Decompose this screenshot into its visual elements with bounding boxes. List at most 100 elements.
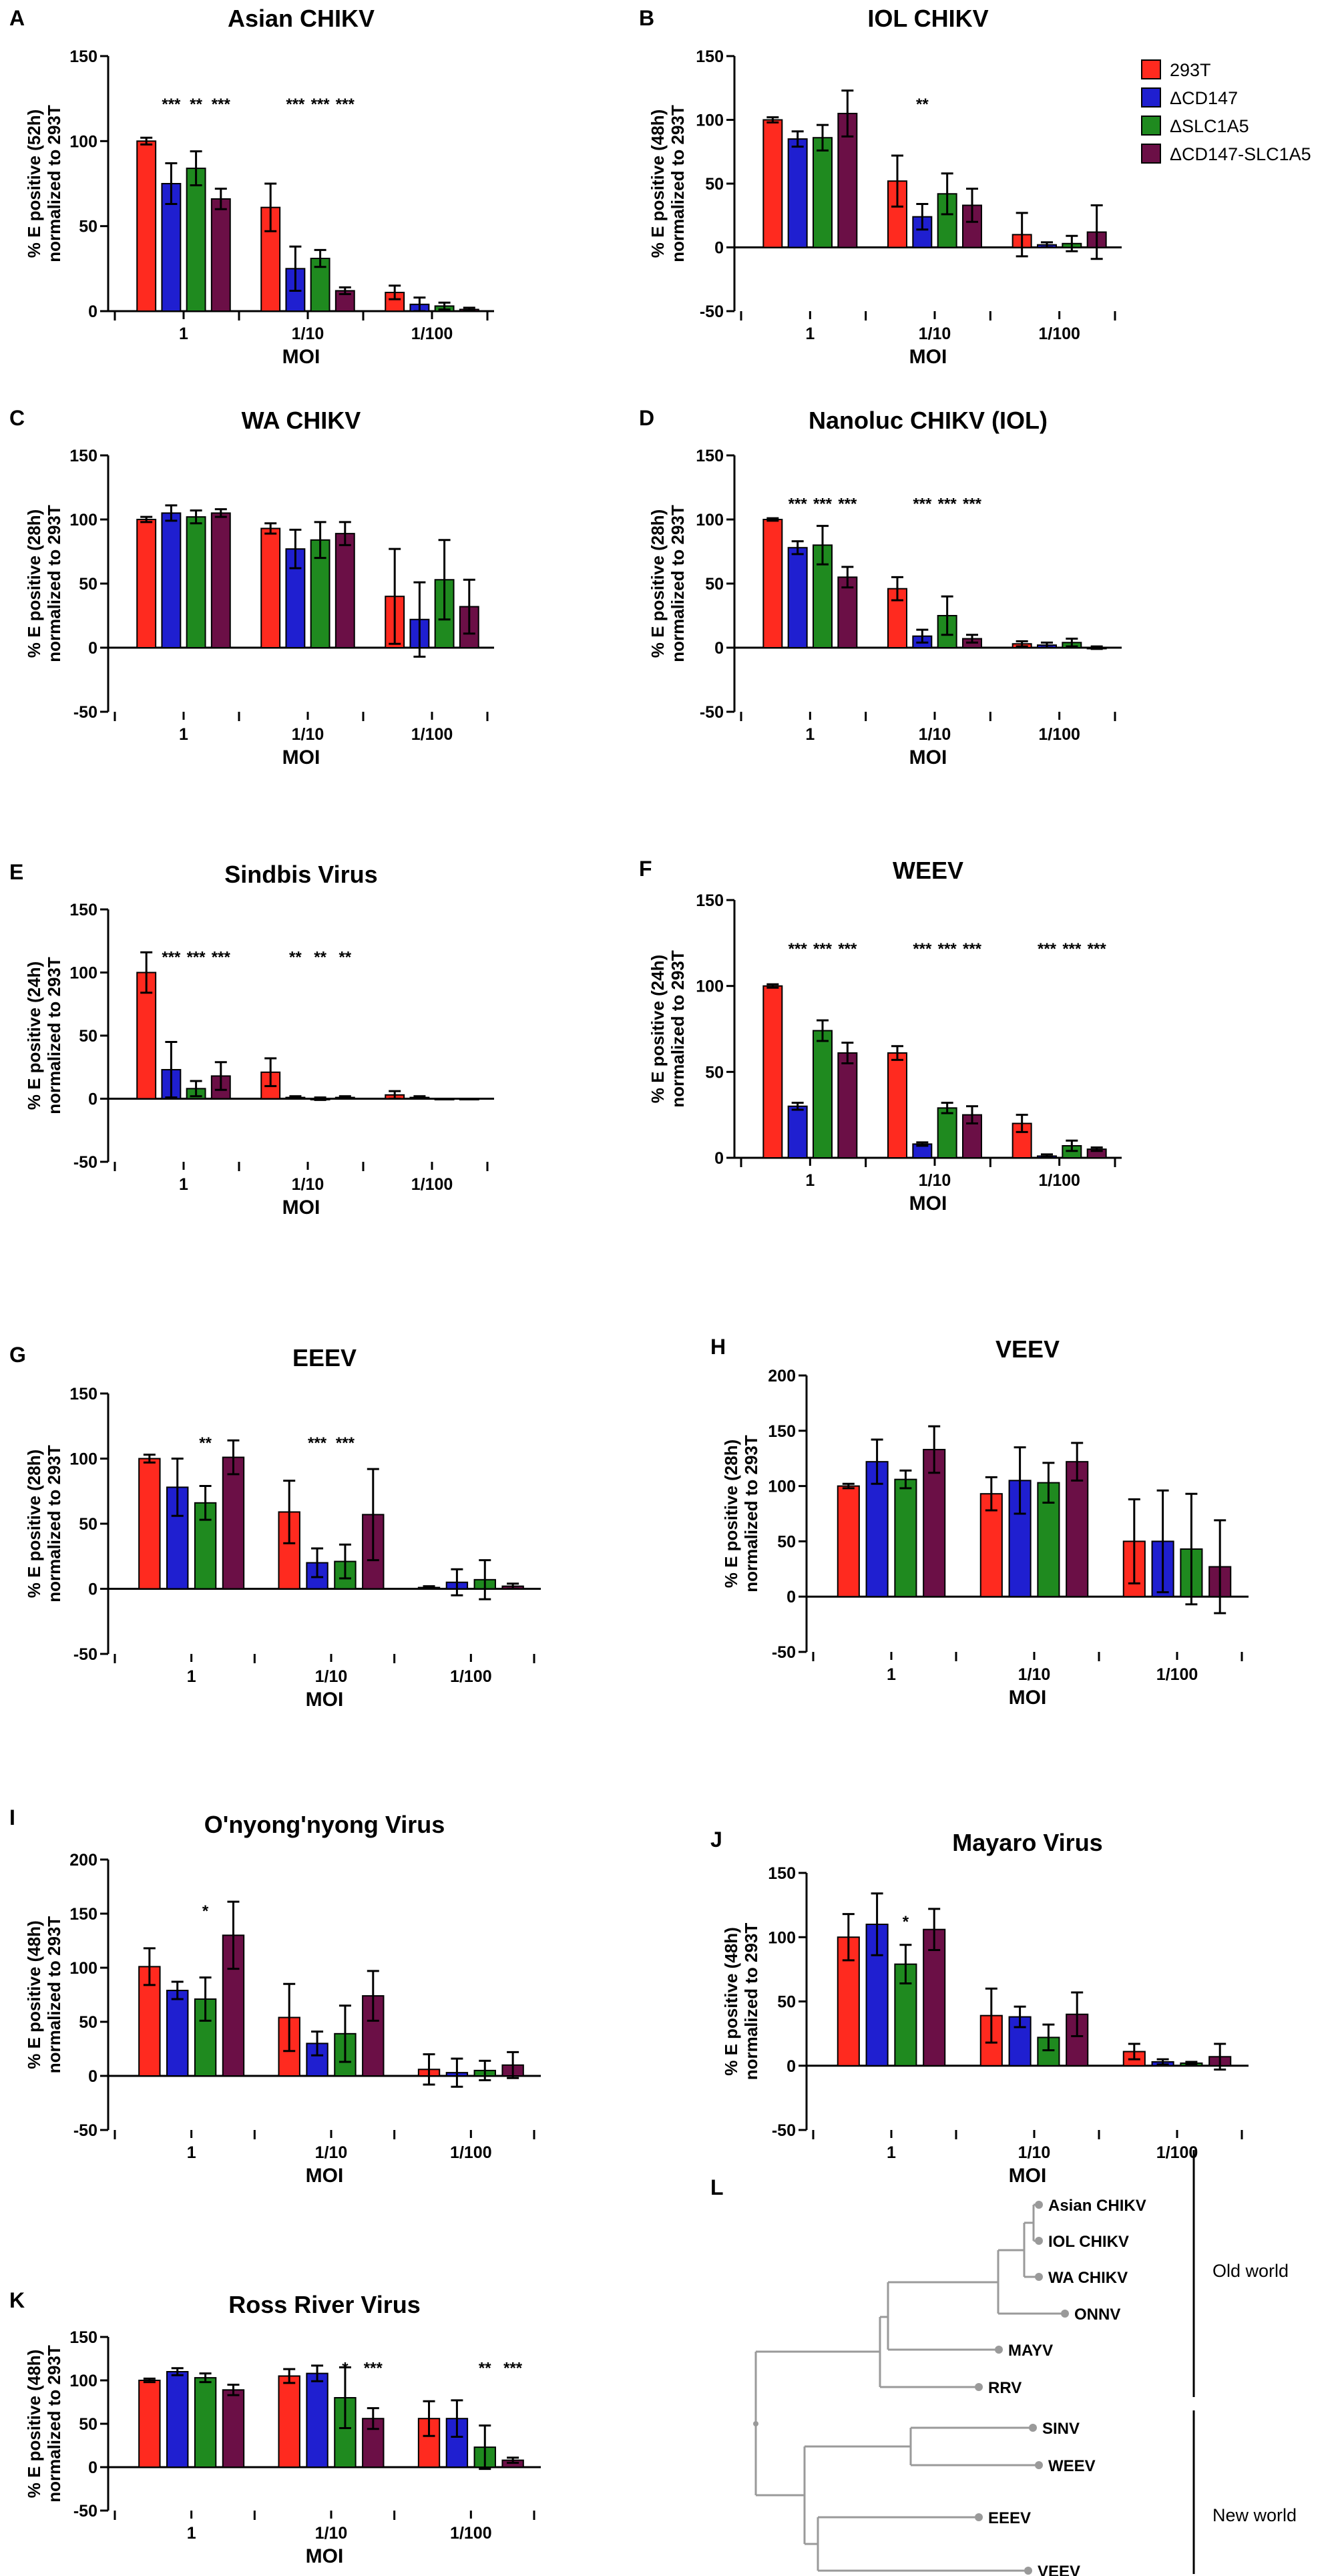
significance-marker: ***	[838, 495, 857, 513]
bar-293t	[837, 1485, 860, 1598]
chart-panel-f: F WEEV 0 50 100 150 % E positive (24h) normaliz…	[639, 857, 1122, 1215]
x-tick-label: 1/100	[1038, 725, 1080, 744]
significance-marker: **	[190, 95, 202, 114]
y-tick-label: -50	[73, 1153, 97, 1172]
new-world-label: New world	[1212, 2505, 1297, 2525]
chart-panel-c: C WA CHIKV -50 0 50 100 150 % E positive (28h) n…	[9, 406, 494, 769]
significance-marker: *	[342, 2360, 349, 2378]
y-axis-label: % E positive (48h)	[648, 110, 668, 258]
bar-cd147slc1a5	[362, 1995, 385, 2077]
tree-leaf-label: IOL CHIKV	[1048, 2233, 1129, 2251]
y-tick-label: 150	[69, 447, 97, 465]
chart-panel-d: D Nanoluc CHIKV (IOL) -50 0 50 100 150 % E posi…	[639, 406, 1122, 769]
tree-leaf-node	[1029, 2424, 1037, 2432]
panel-letter: L	[710, 2175, 724, 2199]
y-tick-label: 50	[79, 2013, 97, 2032]
significance-marker: ***	[813, 495, 833, 513]
legend-entry: ΔCD147-SLC1A5	[1170, 144, 1311, 164]
y-tick-label: 200	[69, 1851, 97, 1870]
bar-slc1a5	[194, 2377, 217, 2468]
bar-cd147slc1a5	[923, 1448, 946, 1598]
y-tick-label: 100	[69, 511, 97, 529]
significance-marker: ***	[813, 940, 833, 958]
chart-title: O'nyong'nyong Virus	[204, 1811, 445, 1838]
significance-marker: **	[916, 95, 929, 114]
chart-title: EEEV	[292, 1344, 357, 1371]
bar-cd147slc1a5	[222, 2389, 245, 2468]
x-tick-label: 1	[805, 1171, 815, 1190]
y-axis-label: normalized to 293T	[44, 1445, 64, 1602]
significance-marker: *	[202, 1902, 209, 1920]
y-tick-label: 150	[69, 47, 97, 66]
y-tick-label: 50	[79, 218, 97, 236]
legend-entry: 293T	[1170, 60, 1211, 80]
legend-swatch	[1141, 116, 1161, 136]
significance-marker: **	[199, 1434, 212, 1452]
bar-cd147slc1a5	[837, 1052, 858, 1158]
panel-letter: A	[9, 6, 25, 30]
bar-slc1a5	[186, 168, 206, 312]
y-tick-label: 150	[696, 891, 724, 910]
x-axis-label: MOI	[306, 2545, 344, 2567]
y-tick-label: 100	[696, 112, 724, 130]
tree-leaf-node	[995, 2346, 1003, 2354]
y-axis-label: normalized to 293T	[44, 2345, 64, 2503]
significance-marker: ***	[212, 95, 231, 114]
y-tick-label: 100	[768, 1478, 796, 1496]
chart-title: Sindbis Virus	[224, 861, 377, 888]
bar-cd147slc1a5	[210, 198, 231, 312]
significance-marker: ***	[963, 940, 982, 958]
x-tick-label: 1	[887, 2143, 896, 2162]
x-tick-label: 1	[187, 1667, 196, 1686]
x-tick-label: 1	[805, 325, 815, 343]
panel-letter: D	[639, 406, 654, 430]
y-tick-label: 150	[696, 447, 724, 465]
bar-293t	[887, 1052, 907, 1158]
chart-panel-j: J Mayaro Virus -50 0 50 100 150 % E positive (4…	[710, 1828, 1249, 2187]
x-tick-label: 1/10	[315, 2524, 348, 2543]
y-axis-label: % E positive (52h)	[24, 110, 44, 258]
panel-letter: E	[9, 860, 23, 884]
significance-marker: **	[479, 2360, 491, 2378]
y-tick-label: 0	[88, 302, 97, 321]
legend: 293T ΔCD147 ΔSLC1A5 ΔCD147-SLC1A5	[1141, 59, 1311, 164]
legend-swatch	[1141, 87, 1161, 108]
x-axis-label: MOI	[282, 746, 320, 769]
x-axis-label: MOI	[306, 1689, 344, 1711]
y-axis-label: % E positive (28h)	[24, 509, 44, 658]
significance-marker: ***	[938, 495, 957, 513]
panel-letter: H	[710, 1335, 726, 1359]
panel-letter: B	[639, 6, 654, 30]
bar-293t	[762, 519, 783, 648]
panel-letter: F	[639, 857, 652, 881]
y-tick-label: 100	[69, 1450, 97, 1469]
x-tick-label: 1/100	[450, 2143, 492, 2162]
bar-cd147	[787, 547, 808, 648]
tree-root-node	[753, 2421, 758, 2426]
significance-marker: ***	[336, 95, 355, 114]
x-tick-label: 1/100	[411, 325, 453, 343]
panel-letter: K	[9, 2288, 25, 2312]
significance-marker: **	[339, 948, 351, 966]
y-tick-label: 50	[777, 1532, 796, 1551]
x-tick-label: 1/10	[315, 2143, 348, 2162]
y-tick-label: 150	[69, 2328, 97, 2347]
y-axis-label: normalized to 293T	[44, 957, 64, 1114]
y-tick-label: 0	[787, 1588, 796, 1606]
y-axis-label: % E positive (28h)	[24, 1450, 44, 1598]
y-tick-label: -50	[700, 703, 724, 722]
y-axis-label: % E positive (48h)	[24, 2350, 44, 2499]
y-tick-label: -50	[73, 2502, 97, 2521]
bar-slc1a5	[813, 137, 833, 248]
chart-panel-i: I O'nyong'nyong Virus -50 0 50 100 150 200 % E p…	[9, 1805, 541, 2187]
tree-leaf-node	[1061, 2310, 1069, 2318]
y-tick-label: -50	[700, 302, 724, 321]
bar-293t	[138, 1458, 161, 1590]
x-tick-label: 1/10	[292, 1175, 324, 1194]
y-tick-label: 0	[714, 639, 724, 658]
significance-marker: ***	[1088, 940, 1107, 958]
bar-cd147slc1a5	[923, 1928, 946, 2067]
y-axis-label: normalized to 293T	[668, 105, 688, 262]
bar-293t	[136, 140, 157, 312]
bar-slc1a5	[937, 1107, 957, 1158]
